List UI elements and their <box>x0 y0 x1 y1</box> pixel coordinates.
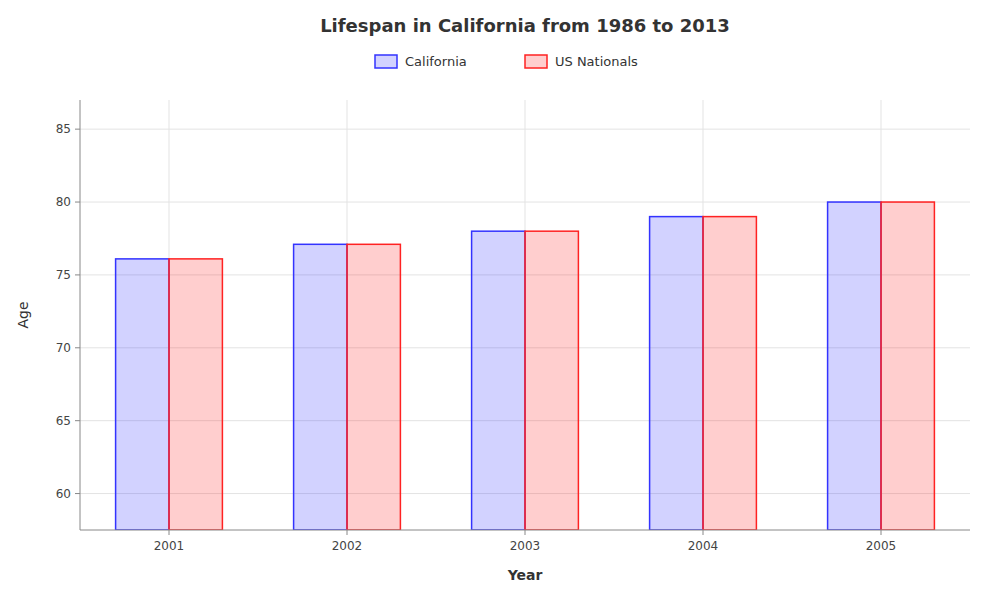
x-tick <box>525 530 526 535</box>
x-axis-label: Year <box>507 567 543 583</box>
title: Lifespan in California from 1986 to 2013 <box>320 15 730 36</box>
bar <box>294 244 347 530</box>
y-axis-label: Age <box>15 301 31 328</box>
x-tick-label: 2003 <box>510 539 541 553</box>
bar <box>116 259 169 530</box>
bar <box>881 202 934 530</box>
x-tick-label: 2004 <box>688 539 719 553</box>
legend-label: US Nationals <box>555 54 638 69</box>
legend-swatch <box>525 55 547 68</box>
y-tick-label: 80 <box>56 195 71 209</box>
x-tick <box>703 530 704 535</box>
y-tick-label: 70 <box>56 341 71 355</box>
legend-swatch <box>375 55 397 68</box>
y-tick-label: 60 <box>56 487 71 501</box>
legend: California US Nationals <box>375 54 638 69</box>
bar <box>650 217 703 530</box>
bar <box>347 244 400 530</box>
legend-label: California <box>405 54 467 69</box>
bar <box>525 231 578 530</box>
chart-svg: 60 65 70 75 80 85 2001 2002 2003 2004 2005 Lifespan… <box>0 0 1000 600</box>
y-tick <box>75 347 80 348</box>
bar <box>828 202 881 530</box>
y-tick <box>75 129 80 130</box>
chart-container: 60 65 70 75 80 85 2001 2002 2003 2004 2005 Lifespan… <box>0 0 1000 600</box>
x-tick <box>347 530 348 535</box>
y-tick-label: 75 <box>56 268 71 282</box>
bar <box>169 259 222 530</box>
bar <box>472 231 525 530</box>
y-tick <box>75 493 80 494</box>
x-tick-label: 2002 <box>332 539 363 553</box>
y-tick <box>75 202 80 203</box>
y-tick <box>75 274 80 275</box>
x-tick-label: 2005 <box>866 539 897 553</box>
bar <box>703 217 756 530</box>
y-tick-label: 85 <box>56 122 71 136</box>
y-tick-label: 65 <box>56 414 71 428</box>
bars <box>116 202 935 530</box>
y-tick <box>75 420 80 421</box>
y-axis-line <box>80 100 81 530</box>
x-tick <box>169 530 170 535</box>
x-tick-label: 2001 <box>154 539 185 553</box>
x-tick <box>881 530 882 535</box>
